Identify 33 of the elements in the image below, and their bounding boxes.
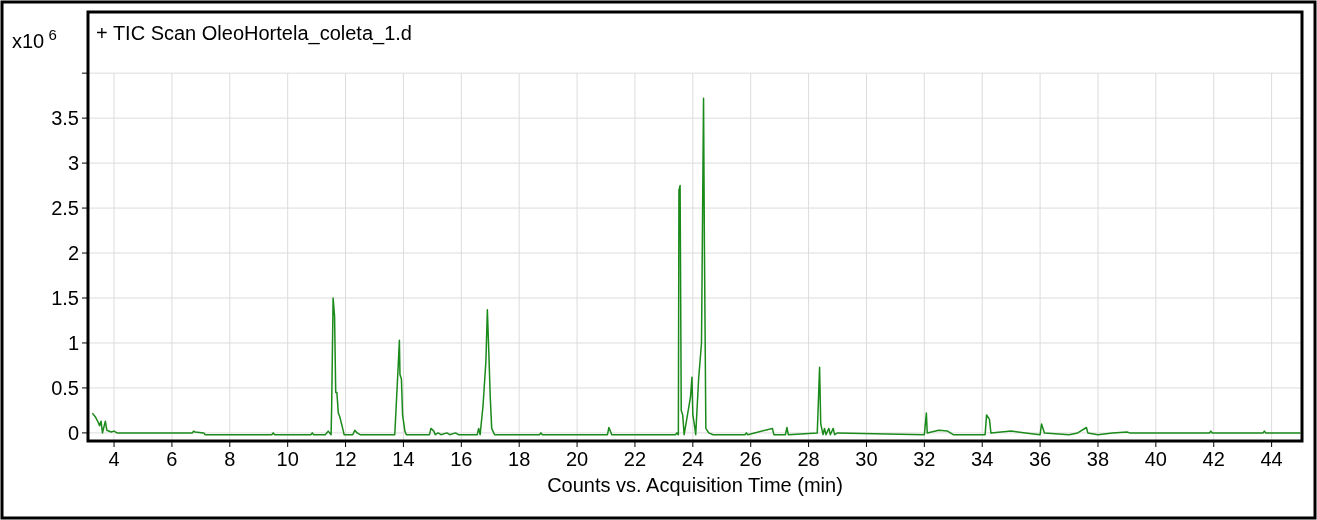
y-axis-title: x10$^{6}$ [12, 25, 57, 52]
x-tick-label: 40 [1144, 448, 1167, 470]
x-tick-label: 8 [224, 448, 236, 470]
x-tick-label: 32 [913, 448, 936, 470]
y-tick-label: 3 [67, 152, 79, 175]
x-tick-label: 12 [334, 448, 357, 470]
text: + TIC Scan OleoHortela_coleta_1.d [96, 22, 412, 45]
x-tick-label: 44 [1260, 448, 1283, 470]
x-tick-label: 42 [1202, 448, 1225, 470]
y-tick-label: 2 [67, 242, 79, 265]
x-tick-label: 30 [855, 448, 878, 470]
x-tick-label: 14 [392, 448, 415, 470]
x-tick-label: 6 [166, 448, 178, 470]
x-axis-title: Counts vs. Acquisition Time (min) [547, 474, 843, 496]
y-tick-label: 0.5 [51, 376, 79, 399]
y-tick-label: 1.5 [51, 287, 79, 309]
y-tick-label: 3.5 [51, 107, 79, 130]
y-tick-label: 2.5 [51, 197, 79, 220]
y-tick-label: 1 [67, 331, 79, 354]
x-tick-label: 20 [565, 448, 589, 470]
x-tick-label: 10 [276, 448, 299, 470]
x-tick-label: 26 [739, 448, 762, 470]
x-tick-label: 34 [971, 448, 994, 470]
x-tick-label: 28 [797, 448, 820, 470]
line-series [91, 97, 1302, 436]
x-tick-label: 4 [108, 448, 120, 470]
x-tick-label: 22 [623, 448, 647, 470]
x-tick-label: 36 [1028, 448, 1052, 470]
x-tick-label: 24 [681, 448, 704, 470]
x-tick-label: 16 [450, 448, 473, 470]
x-tick-label: 38 [1086, 448, 1110, 470]
y-tick-label: 0 [67, 421, 79, 444]
x-tick-label: 18 [508, 448, 531, 470]
